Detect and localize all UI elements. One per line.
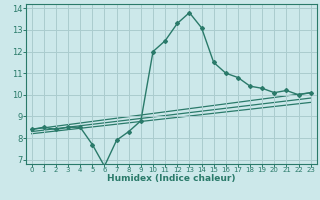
X-axis label: Humidex (Indice chaleur): Humidex (Indice chaleur) <box>107 174 236 183</box>
